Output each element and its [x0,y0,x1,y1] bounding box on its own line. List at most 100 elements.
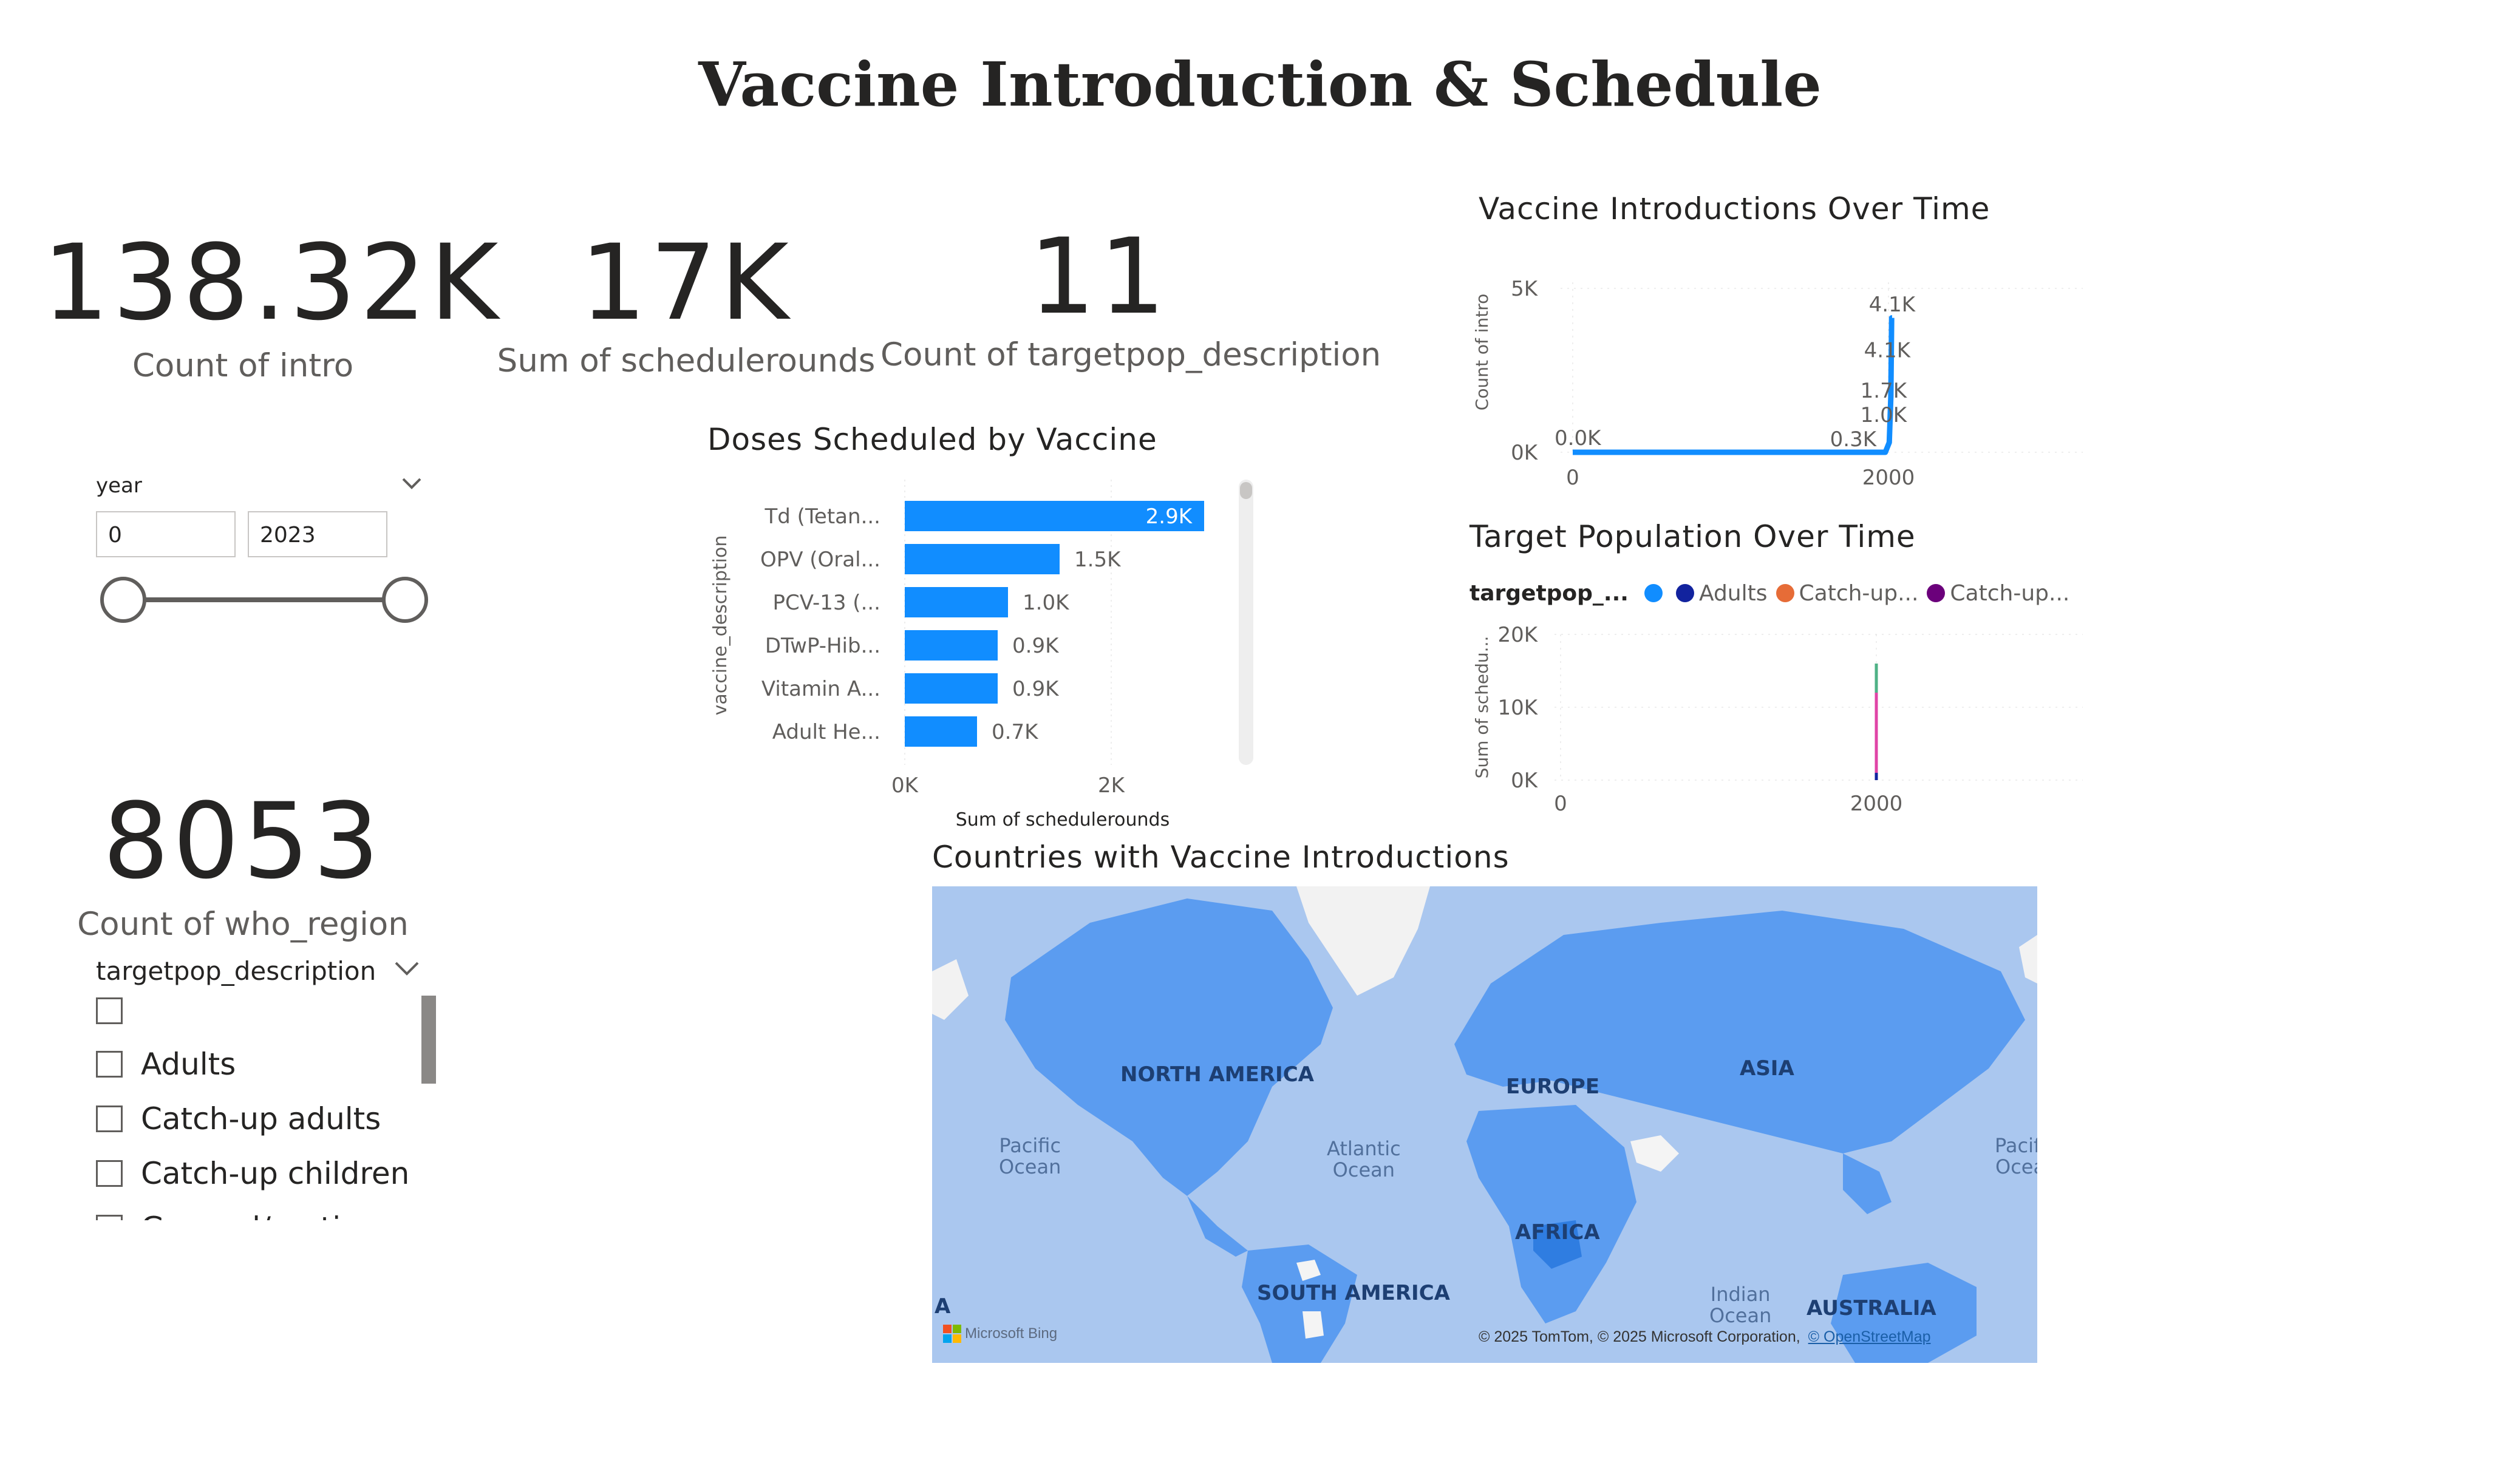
doses-bar-chart: vaccine_description Sum of scheduleround… [710,480,1253,830]
category-label: DTwP-Hib... [765,634,880,658]
legend-item[interactable]: Catch-up... [1927,581,2069,606]
series-line[interactable] [1573,315,1895,455]
checkbox-item-partial[interactable]: General/routine [96,1201,412,1220]
data-label: 4.1K [1869,293,1916,317]
continent-label: AUSTRALIA [1807,1296,1936,1320]
card-label: Count of who_region [77,906,409,943]
x-axis-title: Sum of schedulerounds [956,809,1170,830]
checkbox[interactable] [96,1051,123,1078]
card-sum-schedulerounds: 17K Sum of schedulerounds [492,231,880,380]
bar[interactable] [905,630,998,661]
iran-shape [1630,1135,1679,1172]
checkbox[interactable] [96,1215,123,1220]
y-tick-label: 5K [1511,277,1539,301]
y-axis-title: vaccine_description [710,535,731,716]
continent-label: NORTH AMERICA [1120,1062,1314,1087]
x-tick-label: 0 [1554,792,1567,816]
openstreetmap-link[interactable]: © OpenStreetMap [1808,1328,1931,1345]
data-label: 4.1K [1864,338,1912,362]
data-label: 0.9K [1012,634,1060,658]
eurasia-shape [1454,911,2025,1153]
southeast-asia-shape [1843,1153,1892,1214]
slider-handle-min[interactable] [100,577,146,623]
continent-label: EUROPE [1506,1075,1600,1099]
intro-chart-title: Vaccine Introductions Over Time [1479,191,1990,226]
data-label: 1.5K [1074,548,1122,572]
checkbox-item-catchup-adults[interactable]: Catch-up adults [96,1092,412,1146]
checkbox-item-blank[interactable] [96,985,412,1037]
bar[interactable] [905,501,1204,531]
bar[interactable] [905,587,1008,617]
scrollbar-thumb[interactable] [1240,482,1252,499]
country-unserved-shape [1296,1260,1321,1281]
continent-label: ASIA [1740,1056,1794,1081]
card-value: 11 [1029,216,1170,338]
bing-logo-text: Microsoft Bing [965,1325,1058,1342]
continent-label: AFRICA [1515,1220,1600,1245]
legend-item[interactable]: Adults [1675,581,1768,606]
year-slider[interactable] [100,577,428,623]
doses-chart-title: Doses Scheduled by Vaccine [707,422,1157,457]
target-chart-title: Target Population Over Time [1469,519,1916,554]
card-label: Sum of schedulerounds [497,342,876,379]
map-edge-letter: A [935,1294,951,1319]
checkbox-item-adults[interactable]: Adults [96,1037,412,1092]
slider-handle-max[interactable] [382,577,428,623]
card-label: Count of intro [132,347,354,384]
map-copyright: © 2025 TomTom, © 2025 Microsoft Corporat… [1479,1328,1931,1346]
card-count-intro: 138.32K Count of intro [43,222,502,385]
card-value: 8053 [103,780,383,902]
map-title: Countries with Vaccine Introductions [932,840,1510,875]
x-tick-label: 0K [891,773,919,798]
legend-marker [1927,584,1946,602]
data-label: 0.3K [1830,427,1878,452]
chevron-down-icon[interactable] [401,477,423,491]
bar[interactable] [905,673,998,704]
y-tick-label: 0K [1511,441,1539,465]
ocean-label: Pacifi Ocea [1995,1134,2037,1179]
checkbox-label: Catch-up adults [141,1101,381,1136]
y-tick-label: 10K [1497,696,1538,720]
y-tick-label: 0K [1511,769,1539,793]
svalbard-shape [2019,935,2037,983]
scrollbar[interactable] [421,996,436,1084]
microsoft-logo-icon [943,1325,961,1343]
targetpop-checkbox-list: Adults Catch-up adults Catch-up children… [96,985,412,1220]
continent-label: SOUTH AMERICA [1257,1281,1450,1305]
category-label: Td (Tetan... [765,504,880,529]
target-legend: targetpop_... Adults Catch-up... Catch-u… [1469,578,2071,608]
chevron-down-icon[interactable] [393,960,420,979]
card-value: 138.32K [43,222,502,344]
card-count-who-region: 8053 Count of who_region [43,789,443,943]
year-max-input[interactable]: 2023 [248,511,387,557]
checkbox[interactable] [96,1160,123,1187]
legend-item[interactable]: Catch-up... [1776,580,1919,606]
category-label: Adult He... [772,720,880,744]
intro-line-chart: Count of intro 5K 0K 0 2000 0.0K 0.3K1.0K1.7… [1472,277,2083,490]
legend-marker [1644,584,1663,602]
greenland-shape [1296,886,1430,996]
data-label: 0.0K [1555,426,1602,450]
data-label: 1.7K [1861,379,1908,403]
bar[interactable] [905,544,1060,574]
checkbox-item-catchup-children[interactable]: Catch-up children [96,1146,412,1201]
checkbox-label: General/routine [141,1211,379,1220]
checkbox[interactable] [96,997,123,1024]
x-tick-label: 0 [1566,466,1579,490]
world-map[interactable]: NORTH AMERICA EUROPE ASIA AFRICA SOUTH A… [932,886,2037,1363]
scrollbar[interactable] [1239,480,1253,765]
y-tick-label: 20K [1497,623,1538,647]
year-min-input[interactable]: 0 [96,511,236,557]
checkbox[interactable] [96,1105,123,1132]
central-america-shape [1187,1196,1248,1257]
year-slicer-header: year [96,474,142,498]
bing-logo: Microsoft Bing [943,1325,1057,1343]
legend-item[interactable] [1644,584,1667,602]
data-label: 0.7K [992,720,1039,744]
legend-label: Catch-up... [1799,580,1919,606]
bar[interactable] [905,716,977,747]
arctic-island-shape [932,959,969,1020]
country-unserved-shape [1303,1311,1324,1339]
data-label: 1.0K [1023,591,1070,615]
slider-track[interactable] [123,597,405,602]
